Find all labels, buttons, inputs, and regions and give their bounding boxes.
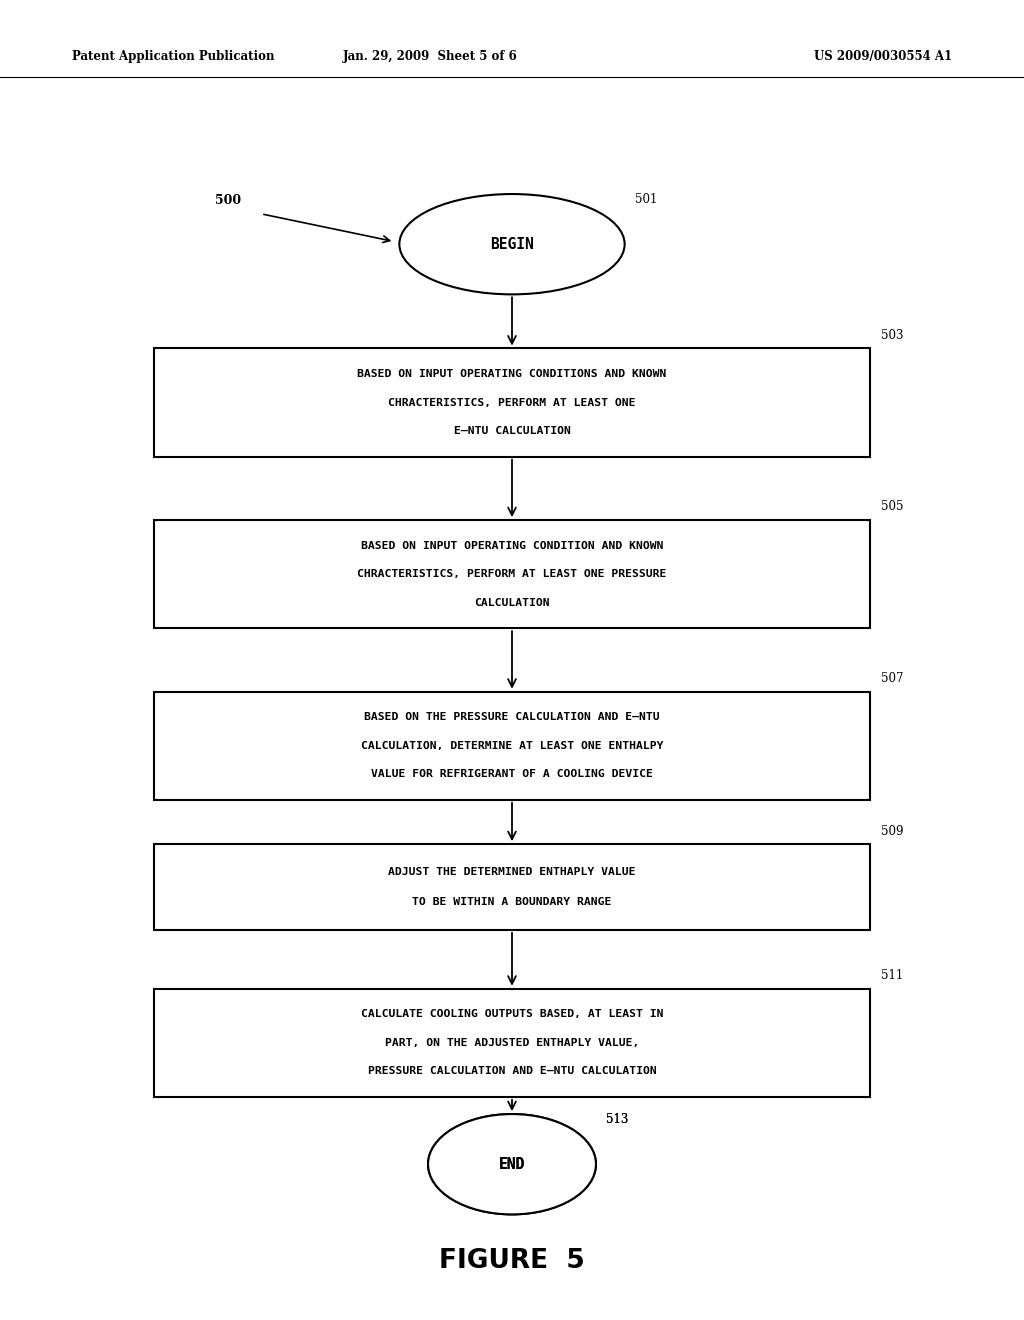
Text: BEGIN: BEGIN <box>490 236 534 252</box>
Text: CHRACTERISTICS, PERFORM AT LEAST ONE PRESSURE: CHRACTERISTICS, PERFORM AT LEAST ONE PRE… <box>357 569 667 579</box>
Text: E–NTU CALCULATION: E–NTU CALCULATION <box>454 426 570 436</box>
Text: US 2009/0030554 A1: US 2009/0030554 A1 <box>814 50 952 63</box>
Ellipse shape <box>399 194 625 294</box>
Text: CALCULATE COOLING OUTPUTS BASED, AT LEAST IN: CALCULATE COOLING OUTPUTS BASED, AT LEAS… <box>360 1010 664 1019</box>
Text: PART, ON THE ADJUSTED ENTHAPLY VALUE,: PART, ON THE ADJUSTED ENTHAPLY VALUE, <box>385 1038 639 1048</box>
Bar <box>154 692 870 800</box>
Text: BASED ON INPUT OPERATING CONDITIONS AND KNOWN: BASED ON INPUT OPERATING CONDITIONS AND … <box>357 370 667 379</box>
Text: 503: 503 <box>881 329 903 342</box>
Text: TO BE WITHIN A BOUNDARY RANGE: TO BE WITHIN A BOUNDARY RANGE <box>413 898 611 907</box>
Text: CALCULATION: CALCULATION <box>474 598 550 607</box>
Ellipse shape <box>428 1114 596 1214</box>
Text: END: END <box>499 1156 525 1172</box>
Text: 509: 509 <box>881 825 903 838</box>
Text: 513: 513 <box>606 1113 629 1126</box>
Text: BASED ON INPUT OPERATING CONDITION AND KNOWN: BASED ON INPUT OPERATING CONDITION AND K… <box>360 541 664 550</box>
Text: 513: 513 <box>606 1113 629 1126</box>
Text: Jan. 29, 2009  Sheet 5 of 6: Jan. 29, 2009 Sheet 5 of 6 <box>343 50 517 63</box>
Text: 511: 511 <box>881 969 903 982</box>
Bar <box>154 989 870 1097</box>
Bar <box>154 845 870 929</box>
Text: CALCULATION, DETERMINE AT LEAST ONE ENTHALPY: CALCULATION, DETERMINE AT LEAST ONE ENTH… <box>360 741 664 751</box>
Text: END: END <box>499 1156 525 1172</box>
Ellipse shape <box>428 1114 596 1214</box>
Text: 500: 500 <box>215 194 242 207</box>
Text: FIGURE  5: FIGURE 5 <box>439 1247 585 1274</box>
Text: ADJUST THE DETERMINED ENTHAPLY VALUE: ADJUST THE DETERMINED ENTHAPLY VALUE <box>388 867 636 876</box>
Text: CHRACTERISTICS, PERFORM AT LEAST ONE: CHRACTERISTICS, PERFORM AT LEAST ONE <box>388 397 636 408</box>
Text: BASED ON THE PRESSURE CALCULATION AND E–NTU: BASED ON THE PRESSURE CALCULATION AND E–… <box>365 713 659 722</box>
Bar <box>154 348 870 457</box>
Text: Patent Application Publication: Patent Application Publication <box>72 50 274 63</box>
Text: 505: 505 <box>881 500 903 513</box>
Text: VALUE FOR REFRIGERANT OF A COOLING DEVICE: VALUE FOR REFRIGERANT OF A COOLING DEVIC… <box>371 770 653 779</box>
Text: PRESSURE CALCULATION AND E–NTU CALCULATION: PRESSURE CALCULATION AND E–NTU CALCULATI… <box>368 1067 656 1076</box>
Text: 507: 507 <box>881 672 903 685</box>
Bar <box>154 520 870 628</box>
Text: 501: 501 <box>635 193 657 206</box>
